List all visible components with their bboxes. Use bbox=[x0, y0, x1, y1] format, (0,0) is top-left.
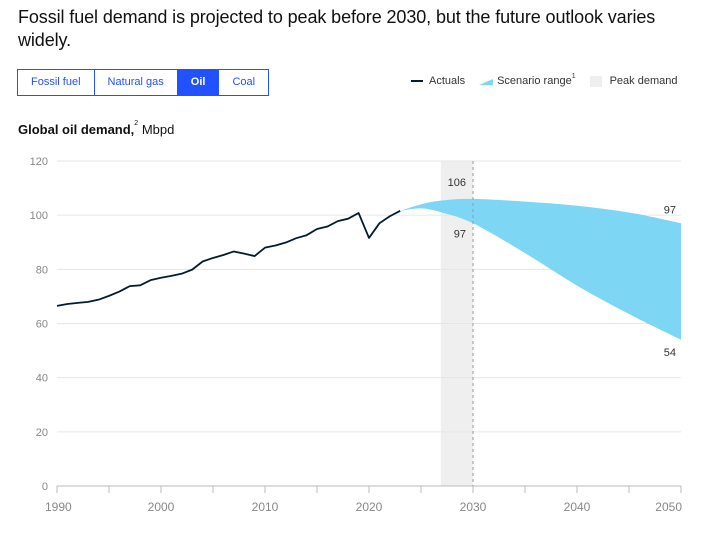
actuals-line-swatch bbox=[411, 80, 423, 82]
footnote-1: 1 bbox=[571, 73, 576, 80]
x-tick-label: 2040 bbox=[564, 500, 591, 514]
chart-subtitle: Global oil demand,2 Mbpd bbox=[18, 120, 175, 137]
x-tick-label: 1990 bbox=[45, 500, 72, 514]
subtitle-unit: Mbpd bbox=[138, 122, 175, 137]
y-tick-label: 60 bbox=[36, 319, 48, 331]
x-tick-label: 2030 bbox=[460, 500, 487, 514]
actuals-line bbox=[56, 210, 401, 307]
data-label: 106 bbox=[448, 177, 466, 189]
x-tick-label: 2000 bbox=[148, 500, 175, 514]
legend-peak-label: Peak demand bbox=[609, 75, 678, 87]
subtitle-metric: Global oil demand, bbox=[18, 122, 135, 137]
legend-scenario-range: Scenario range1 bbox=[479, 73, 576, 87]
x-tick-label: 2010 bbox=[252, 500, 279, 514]
y-tick-label: 100 bbox=[30, 210, 48, 222]
tab-natural-gas[interactable]: Natural gas bbox=[94, 70, 178, 95]
y-tick-label: 40 bbox=[36, 373, 48, 385]
y-tick-label: 80 bbox=[36, 264, 48, 276]
y-tick-label: 120 bbox=[30, 156, 48, 168]
x-tick-label: 2050 bbox=[655, 500, 682, 514]
legend-actuals-label: Actuals bbox=[429, 75, 466, 87]
peak-demand-swatch bbox=[589, 75, 602, 87]
legend-scenario-label: Scenario range1 bbox=[497, 73, 576, 87]
tab-coal[interactable]: Coal bbox=[219, 70, 269, 95]
scenario-range-area bbox=[400, 198, 681, 340]
chart-legend: Actuals Scenario range1 Peak demand bbox=[411, 73, 678, 87]
x-tick-label: 2020 bbox=[356, 500, 383, 514]
footnote-2: 2 bbox=[134, 120, 139, 127]
tab-oil[interactable]: Oil bbox=[177, 70, 220, 95]
y-tick-label: 0 bbox=[42, 481, 48, 493]
tab-fossil-fuel[interactable]: Fossil fuel bbox=[18, 70, 95, 95]
legend-scenario-text: Scenario range bbox=[497, 75, 572, 87]
scenario-range-swatch bbox=[479, 79, 494, 85]
y-tick-label: 20 bbox=[36, 427, 48, 439]
legend-actuals: Actuals bbox=[411, 75, 465, 87]
fuel-tabs: Fossil fuel Natural gas Oil Coal bbox=[17, 69, 270, 96]
chart-title: Fossil fuel demand is projected to peak … bbox=[18, 7, 656, 50]
data-label: 54 bbox=[664, 347, 676, 359]
legend-peak-demand: Peak demand bbox=[589, 75, 678, 87]
data-label: 97 bbox=[664, 204, 676, 216]
data-label: 97 bbox=[454, 228, 466, 240]
